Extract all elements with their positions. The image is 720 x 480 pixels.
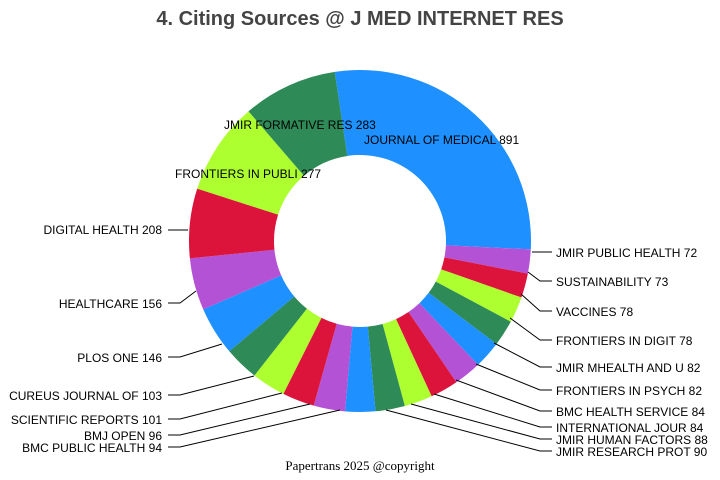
donut-slice bbox=[334, 70, 532, 250]
donut-slice bbox=[441, 257, 528, 298]
leader-line bbox=[493, 342, 552, 368]
donut-slice bbox=[382, 319, 432, 407]
slice-label: INTERNATIONAL JOUR 84 bbox=[556, 421, 704, 435]
slice-label: CUREUS JOURNAL OF 103 bbox=[9, 389, 162, 403]
slice-label: BMC HEALTH SERVICE 84 bbox=[556, 405, 705, 419]
copyright-footer: Papertrans 2025 @copyright bbox=[285, 458, 435, 473]
leader-line bbox=[168, 290, 197, 304]
slice-label: VACCINES 78 bbox=[556, 305, 633, 319]
slice-label: JMIR RESEARCH PROT 90 bbox=[556, 445, 707, 459]
slice-label: JOURNAL OF MEDICAL 891 bbox=[364, 133, 519, 147]
donut-slice bbox=[248, 71, 348, 176]
leader-line bbox=[527, 271, 552, 282]
donut-slice bbox=[203, 275, 295, 352]
leader-line bbox=[168, 409, 341, 448]
donut-slice bbox=[428, 281, 511, 345]
leader-line bbox=[385, 409, 552, 452]
leader-line bbox=[475, 363, 552, 391]
donut-slice bbox=[419, 292, 497, 365]
donut-slice bbox=[229, 296, 307, 376]
leader-line bbox=[410, 403, 552, 440]
donut-slice bbox=[189, 249, 282, 310]
slice-label: JMIR PUBLIC HEALTH 72 bbox=[556, 246, 697, 260]
donut-slice bbox=[367, 323, 405, 412]
donut-slice bbox=[197, 111, 304, 215]
slice-labels: JOURNAL OF MEDICAL 891 JMIR PUBLIC HEALTH… bbox=[9, 118, 708, 459]
donut-slice bbox=[254, 308, 322, 394]
donut-slice bbox=[435, 269, 522, 322]
label-leader-lines bbox=[168, 229, 552, 452]
leader-line bbox=[168, 375, 255, 396]
chart-title: 4. Citing Sources @ J MED INTERNET RES bbox=[156, 8, 564, 30]
donut-slices bbox=[189, 70, 532, 412]
slice-label: JMIR HUMAN FACTORS 88 bbox=[556, 433, 708, 447]
leader-line bbox=[168, 343, 223, 358]
leader-line bbox=[168, 392, 283, 420]
donut-slice bbox=[444, 245, 531, 274]
leader-line bbox=[168, 403, 311, 436]
slice-label: DIGITAL HEALTH 208 bbox=[44, 223, 163, 237]
slice-label: FRONTIERS IN PSYCH 82 bbox=[556, 384, 702, 398]
leader-line bbox=[520, 293, 552, 312]
slice-label: FRONTIERS IN DIGIT 78 bbox=[556, 334, 693, 348]
donut-slice bbox=[283, 317, 337, 406]
slice-label: SUSTAINABILITY 73 bbox=[556, 275, 669, 289]
slice-label: BMC PUBLIC HEALTH 94 bbox=[22, 441, 162, 455]
slice-label: HEALTHCARE 156 bbox=[59, 297, 162, 311]
slice-label: JMIR MHEALTH AND U 82 bbox=[556, 361, 701, 375]
donut-slice bbox=[408, 303, 479, 383]
donut-slice bbox=[396, 312, 457, 397]
donut-slice bbox=[313, 323, 353, 412]
slice-label: SCIENTIFIC REPORTS 101 bbox=[11, 413, 162, 427]
donut-slice bbox=[189, 188, 279, 259]
donut-slice bbox=[345, 326, 376, 412]
slice-label: FRONTIERS IN PUBLI 277 bbox=[175, 167, 321, 181]
slice-label: PLOS ONE 146 bbox=[77, 351, 162, 365]
leader-line bbox=[509, 317, 552, 341]
slice-label: JMIR FORMATIVE RES 283 bbox=[224, 118, 376, 132]
leader-line bbox=[433, 393, 552, 428]
leader-line bbox=[455, 379, 552, 412]
slice-label: BMJ OPEN 96 bbox=[84, 429, 162, 443]
